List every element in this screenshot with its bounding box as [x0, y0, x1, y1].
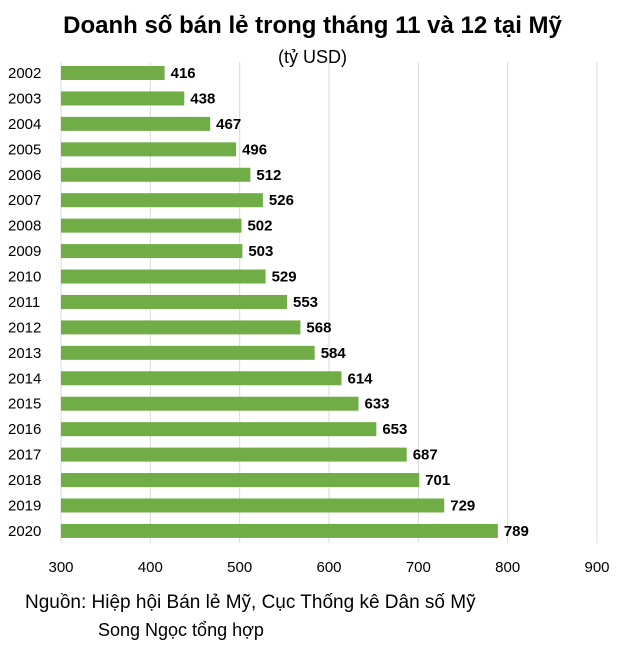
category-label: 2011 [8, 294, 40, 311]
category-label: 2019 [8, 497, 41, 514]
x-tick-label: 500 [227, 559, 252, 576]
category-label: 2010 [8, 269, 41, 286]
category-label: 2005 [8, 141, 41, 158]
x-tick-label: 700 [406, 559, 431, 576]
value-label: 568 [306, 319, 331, 336]
category-label: 2017 [8, 447, 41, 464]
bar [61, 473, 420, 488]
bar [61, 269, 266, 284]
category-label: 2014 [8, 370, 41, 387]
value-label: 526 [269, 192, 294, 209]
bar [61, 167, 251, 182]
value-label: 496 [242, 141, 267, 158]
bar [61, 396, 359, 411]
value-label: 653 [382, 421, 407, 438]
value-label: 512 [256, 167, 281, 184]
x-tick-label: 900 [584, 559, 609, 576]
x-tick-label: 300 [48, 559, 73, 576]
value-label: 553 [293, 294, 318, 311]
value-label: 503 [248, 243, 273, 260]
value-label: 687 [413, 447, 438, 464]
value-label: 701 [425, 472, 450, 489]
value-label: 529 [272, 269, 297, 286]
category-label: 2004 [8, 116, 41, 133]
value-label: 467 [216, 116, 241, 133]
category-label: 2003 [8, 90, 41, 107]
bar [61, 91, 185, 106]
category-label: 2002 [8, 65, 41, 82]
category-label: 2006 [8, 167, 41, 184]
category-label: 2013 [8, 345, 41, 362]
bar-chart: 300 400 500 600 700 800 900 2002 416 2003 438 2004 4… [8, 62, 610, 576]
value-label: 633 [364, 396, 389, 413]
chart-title: Doanh số bán lẻ trong tháng 11 và 12 tại… [63, 12, 562, 39]
category-label: 2020 [8, 523, 41, 540]
bar [61, 320, 301, 335]
category-label: 2016 [8, 421, 41, 438]
value-label: 789 [504, 523, 529, 540]
bar [61, 116, 211, 131]
category-label: 2008 [8, 218, 41, 235]
bar [61, 218, 242, 233]
value-label: 584 [321, 345, 347, 362]
value-label: 729 [450, 497, 475, 514]
category-label: 2018 [8, 472, 41, 489]
x-tick-label: 600 [316, 559, 341, 576]
credit-note: Song Ngọc tổng hợp [98, 620, 264, 640]
bar [61, 447, 407, 462]
value-label: 438 [190, 90, 215, 107]
bar [61, 371, 342, 386]
bar [61, 193, 263, 208]
source-note: Nguồn: Hiệp hội Bán lẻ Mỹ, Cục Thống kê … [25, 592, 476, 613]
category-label: 2009 [8, 243, 41, 260]
value-label: 502 [247, 218, 272, 235]
value-label: 416 [171, 65, 196, 82]
bar [61, 498, 445, 513]
chart-unit: (tỷ USD) [278, 47, 347, 67]
value-label: 614 [348, 370, 374, 387]
bar [61, 422, 377, 437]
bar [61, 66, 165, 80]
x-tick-label: 400 [138, 559, 163, 576]
bar [61, 345, 315, 360]
bar [61, 523, 498, 538]
bar [61, 244, 243, 259]
category-label: 2007 [8, 192, 41, 209]
x-tick-label: 800 [495, 559, 520, 576]
category-label: 2015 [8, 396, 41, 413]
category-label: 2012 [8, 319, 41, 336]
bar [61, 294, 288, 309]
bar [61, 142, 237, 157]
